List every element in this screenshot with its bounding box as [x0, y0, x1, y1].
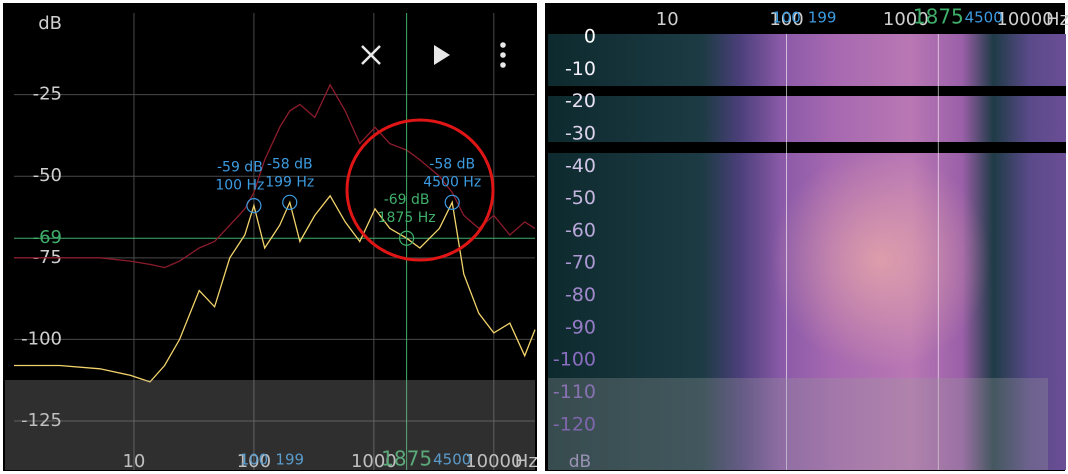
marker-axis-label: 100: [240, 451, 269, 469]
spectrogram-chart: 0 -10 -20 -30 -40 -50 -60 -70 -80 -90 -100 -110 -120…: [553, 5, 1068, 473]
marker-axis-label: 100: [772, 9, 801, 27]
y-tick-label: 0: [584, 26, 596, 48]
marker-sublabel: 199 Hz: [265, 174, 314, 190]
marker: [444, 194, 460, 210]
x-tick-label: 100: [237, 451, 271, 472]
series-line: [14, 83, 536, 269]
x-tick-label: 10000: [996, 9, 1053, 30]
x-tick-label: 10000: [465, 451, 522, 472]
marker-axis-label: 1875: [913, 5, 964, 29]
play-button[interactable]: [434, 45, 450, 65]
x-unit: Hz: [1046, 9, 1068, 30]
marker-axis-label: 199: [275, 451, 304, 469]
y-tick-label: -40: [565, 155, 596, 177]
spectrum-panel: [3, 3, 537, 471]
marker-label: -58 dB: [267, 156, 313, 172]
y-axis-label: dB: [569, 452, 591, 472]
x-tick-label: 1000: [883, 9, 929, 30]
y-tick-label: -50: [33, 165, 62, 186]
y-tick-label: -120: [553, 413, 596, 435]
marker: [246, 197, 262, 214]
y-tick-label: -90: [565, 316, 596, 338]
marker-label: -58 dB: [429, 156, 475, 172]
overlay: [5, 380, 535, 470]
y-tick-label: -110: [553, 381, 596, 403]
y-tick-label: -20: [565, 90, 596, 112]
marker-axis-label: 4500: [433, 451, 471, 469]
y-tick-label: -10: [565, 58, 596, 80]
series-line: [14, 194, 536, 383]
y-tick-label: -80: [565, 284, 596, 306]
y-tick-label: -70: [565, 252, 596, 274]
marker-sublabel: 100 Hz: [215, 178, 264, 194]
close-button[interactable]: [361, 45, 381, 65]
marker-sublabel: 4500 Hz: [423, 174, 481, 190]
y-tick-label: -125: [21, 410, 62, 431]
y-tick-label: -60: [565, 219, 596, 241]
x-tick-label: 100: [769, 9, 803, 30]
overlay: [548, 378, 1048, 470]
menu-button[interactable]: [500, 42, 506, 68]
spectrogram-gap: [548, 86, 1066, 96]
x-unit: Hz: [515, 451, 538, 472]
y-tick-label: -30: [565, 123, 596, 145]
y-tick-label: -100: [553, 349, 596, 371]
marker-axis-label: 199: [808, 9, 837, 27]
marker: [282, 194, 298, 210]
x-tick-label: 10: [656, 9, 679, 30]
marker-sublabel: 1875 Hz: [378, 210, 436, 226]
y-tick-label: -100: [21, 328, 62, 349]
spectrogram-highlight: [770, 150, 990, 370]
y-marker-label: -69: [33, 227, 62, 248]
marker-axis-label: 1875: [381, 447, 432, 471]
x-tick-label: 1000: [351, 451, 397, 472]
x-tick-label: 10: [122, 451, 145, 472]
marker-label: -69 dB: [384, 192, 430, 208]
y-axis-label: dB: [38, 13, 62, 34]
marker: [399, 230, 415, 246]
marker-axis-label: 4500: [965, 9, 1003, 27]
spectrogram-gap: [548, 142, 1066, 153]
highlight-circle: [345, 118, 495, 262]
marker-label: -59 dB: [217, 160, 263, 176]
y-tick-label: -50: [565, 187, 596, 209]
y-tick-label: -25: [33, 84, 62, 105]
